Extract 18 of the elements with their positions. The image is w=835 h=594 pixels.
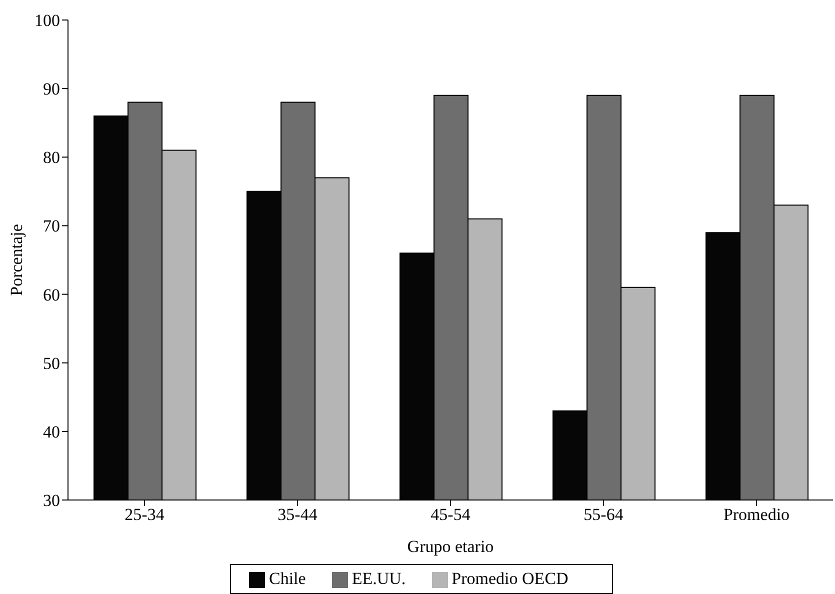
legend-label: EE.UU. <box>352 569 406 588</box>
legend-label: Chile <box>269 569 306 588</box>
x-tick-label: 45-54 <box>430 505 471 524</box>
y-tick-label: 40 <box>43 422 60 442</box>
y-tick-label: 90 <box>43 80 60 99</box>
y-tick-label: 30 <box>43 491 60 510</box>
x-tick-label: 55-64 <box>584 505 624 524</box>
legend-label: Promedio OECD <box>452 569 568 588</box>
y-tick-label: 60 <box>43 285 60 304</box>
y-axis-title: Porcentaje <box>7 224 26 296</box>
x-axis-title: Grupo etario <box>407 537 494 556</box>
x-tick-label: 35-44 <box>278 505 318 524</box>
y-tick-label: 50 <box>43 354 60 373</box>
y-tick-label: 70 <box>43 216 60 236</box>
x-tick-label: 25-34 <box>124 505 165 524</box>
x-tick-label: Promedio <box>723 505 790 524</box>
y-tick-label: 100 <box>34 11 60 30</box>
y-tick-label: 80 <box>43 148 60 168</box>
